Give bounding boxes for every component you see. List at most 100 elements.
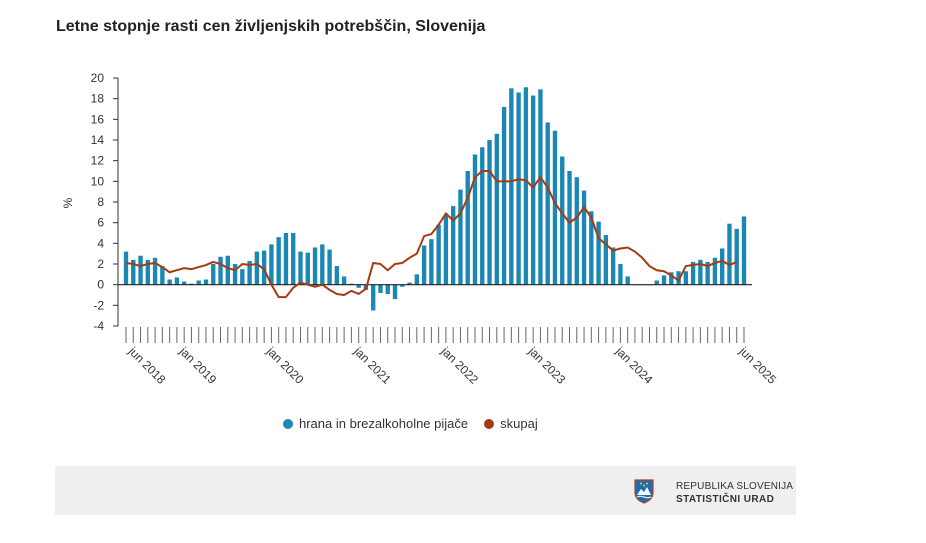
bar-food — [436, 224, 441, 285]
bar-food — [378, 284, 383, 293]
bar-food — [429, 239, 434, 285]
organisation-name: REPUBLIKA SLOVENIJA STATISTIČNI URAD — [676, 480, 793, 506]
legend: hrana in brezalkoholne pijače skupaj — [283, 416, 538, 431]
bar-food — [538, 89, 543, 285]
bar-food — [530, 95, 536, 285]
bar-food — [676, 271, 681, 285]
bar-food — [160, 266, 165, 285]
bar-food — [131, 259, 136, 285]
y-tick-label: 16 — [91, 112, 105, 126]
y-tick-label: -2 — [93, 298, 104, 312]
bar-food — [341, 276, 347, 285]
bar-food — [603, 235, 609, 285]
bar-food — [567, 171, 572, 285]
line-total — [125, 170, 738, 299]
bar-food — [618, 264, 623, 285]
y-tick-label: 20 — [91, 71, 105, 85]
bar-food — [552, 130, 558, 285]
bar-food — [472, 154, 478, 285]
bar-food — [232, 264, 238, 285]
bar-food — [443, 214, 449, 285]
y-tick-label: 10 — [91, 174, 105, 188]
org-line-2: STATISTIČNI URAD — [676, 494, 775, 505]
bar-food — [501, 106, 507, 285]
bar-food — [385, 284, 390, 294]
bar-food — [181, 281, 187, 285]
x-tick-label: jan 2021 — [351, 344, 394, 387]
legend-food-label: hrana in brezalkoholne pijače — [299, 416, 469, 431]
bar-food — [720, 248, 725, 285]
bar-food — [509, 88, 514, 285]
bar-food — [247, 260, 252, 285]
bar-food — [392, 284, 398, 300]
bar-food — [560, 156, 565, 285]
bar-food — [494, 133, 499, 285]
bar-food — [225, 255, 230, 285]
legend-total-label: skupaj — [500, 416, 538, 431]
bar-food — [283, 233, 289, 285]
bar-food — [327, 249, 332, 285]
bar-food — [705, 261, 710, 285]
bar-food — [298, 251, 303, 285]
bar-food — [610, 247, 616, 285]
y-tick-label: 18 — [91, 92, 105, 106]
y-tick-label: 6 — [97, 216, 104, 230]
bar-food — [261, 250, 267, 285]
bar-food — [291, 233, 296, 285]
bar-food — [414, 274, 420, 285]
x-tick-label: jan 2022 — [438, 344, 481, 387]
bar-food — [734, 228, 739, 285]
bar-food — [371, 284, 376, 311]
bar-food — [480, 147, 485, 285]
bar-food — [581, 190, 587, 285]
x-tick-label: jan 2024 — [612, 344, 655, 387]
legend-item-food[interactable]: hrana in brezalkoholne pijače — [283, 416, 468, 431]
bar-food — [152, 257, 158, 285]
legend-total-marker — [484, 418, 495, 429]
bar-food — [320, 244, 325, 285]
bar-food — [240, 269, 245, 285]
slovenia-coat-of-arms-icon — [634, 479, 654, 504]
bar-food — [145, 259, 150, 285]
y-tick-label: 0 — [97, 278, 104, 292]
bar-food — [516, 92, 521, 285]
bar-food — [458, 189, 463, 285]
bar-food — [683, 271, 689, 285]
bar-food — [203, 279, 209, 285]
bar-food — [574, 177, 579, 285]
bar-food — [465, 171, 470, 285]
bar-food — [276, 237, 281, 285]
y-axis-label: % — [61, 197, 75, 208]
bar-food — [167, 279, 172, 285]
bar-food — [211, 264, 216, 285]
bar-food — [487, 140, 492, 285]
bar-food — [661, 275, 667, 285]
bar-food — [596, 221, 601, 285]
bar-food — [254, 251, 260, 285]
bar-food — [741, 216, 747, 285]
bar-food — [138, 255, 143, 285]
bar-food — [698, 259, 703, 285]
org-line-1: REPUBLIKA SLOVENIJA — [676, 481, 794, 492]
bar-food — [523, 87, 529, 285]
y-tick-label: 12 — [91, 154, 105, 168]
bar-food — [712, 257, 718, 285]
x-tick-label: jan 2023 — [525, 344, 568, 387]
bar-food — [269, 244, 274, 285]
bar-food — [625, 276, 630, 285]
chart-title: Letne stopnje rasti cen življenjskih pot… — [56, 18, 486, 35]
y-tick-label: 14 — [91, 133, 105, 147]
bar-food — [589, 211, 594, 285]
bar-food — [312, 247, 318, 285]
legend-item-total[interactable]: skupaj — [484, 416, 538, 431]
y-tick-label: 2 — [97, 257, 104, 271]
bar-food — [421, 245, 427, 285]
x-tick-label: jun 2025 — [736, 344, 779, 387]
y-tick-label: -4 — [93, 319, 104, 333]
legend-food-marker — [283, 418, 293, 429]
x-tick-label: jun 2018 — [125, 344, 168, 387]
bar-food — [356, 284, 361, 288]
bar-food — [334, 266, 340, 285]
bar-food — [545, 122, 550, 285]
